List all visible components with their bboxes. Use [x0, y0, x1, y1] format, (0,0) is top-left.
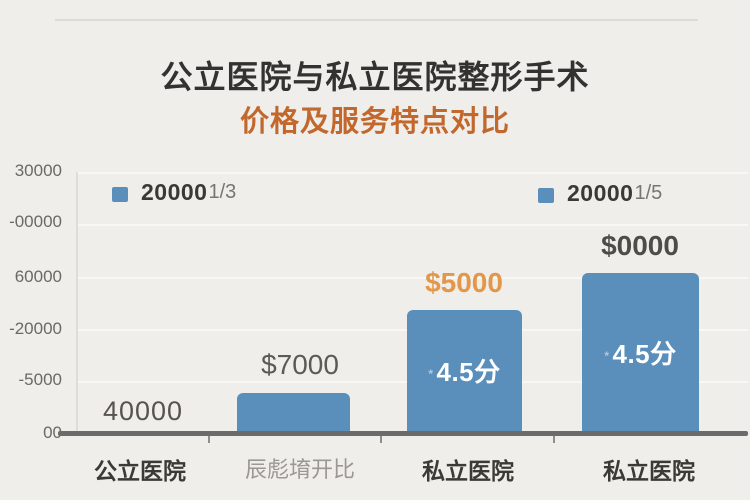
x-tick	[208, 436, 210, 443]
category-label-4: 私立医院	[603, 458, 695, 484]
legend-value: 20000	[141, 179, 208, 205]
value-label-category-4: $0000	[601, 230, 679, 261]
bar-rating: * 4.5分	[604, 334, 676, 371]
category-label-3: 私立医院	[422, 458, 514, 484]
legend-swatch-icon	[538, 188, 554, 203]
value-label-category-2: $7000	[261, 349, 339, 380]
legend-item-1: 20000 1/3	[112, 179, 236, 206]
legend-item-2: 20000 1/5	[538, 180, 662, 207]
rating-text: 4.5分	[612, 338, 677, 369]
value-label-category-3: $5000	[425, 267, 503, 298]
rating-text: 4.5分	[436, 357, 501, 387]
y-tick-label: 00	[43, 423, 62, 442]
chart-subtitle: 价格及服务特点对比	[239, 106, 510, 138]
category-label-1: 公立医院	[94, 458, 186, 484]
gridline	[76, 277, 748, 279]
y-tick-label: -5000	[18, 370, 62, 389]
y-tick-label: -20000	[9, 319, 62, 338]
gridline	[76, 224, 748, 226]
value-label-category-1: 40000	[102, 396, 184, 426]
y-tick-label: 30000	[14, 161, 62, 180]
legend-value: 20000	[567, 180, 634, 206]
y-tick-label: -00000	[9, 212, 62, 231]
bar-rating: * 4.5分	[428, 352, 500, 389]
category-label-2: 辰彪堉开比	[244, 457, 355, 482]
sparkle-icon: *	[604, 348, 610, 363]
legend-swatch-icon	[112, 187, 128, 202]
x-axis-line	[58, 431, 748, 436]
chart-title: 公立医院与私立医院整形手术	[160, 59, 590, 95]
top-divider	[55, 19, 698, 21]
x-tick	[553, 436, 555, 443]
x-tick	[380, 436, 382, 443]
bar-category-2	[237, 393, 350, 431]
legend-suffix: 1/3	[208, 181, 237, 203]
y-axis-line	[76, 172, 78, 431]
y-tick-label: 60000	[14, 267, 62, 286]
sparkle-icon: *	[428, 367, 434, 382]
gridline	[76, 172, 748, 174]
legend-suffix: 1/5	[634, 182, 663, 204]
bar-category-4: * 4.5分	[582, 273, 699, 431]
bar-category-3: * 4.5分	[407, 310, 522, 431]
